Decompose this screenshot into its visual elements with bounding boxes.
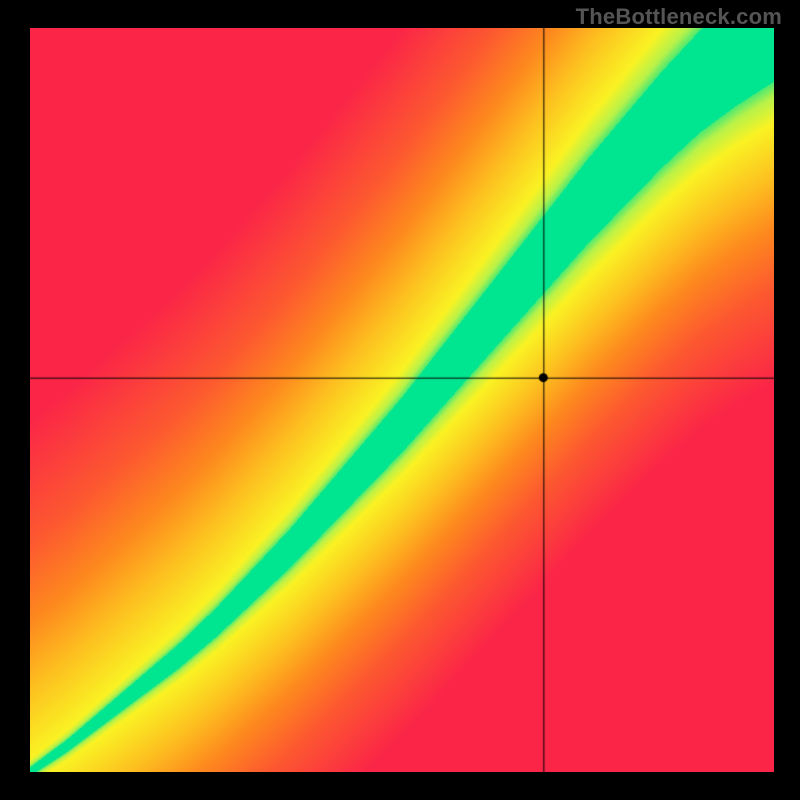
chart-container: TheBottleneck.com bbox=[0, 0, 800, 800]
plot-area bbox=[30, 28, 774, 772]
watermark-label: TheBottleneck.com bbox=[576, 4, 782, 30]
heatmap-canvas bbox=[30, 28, 774, 772]
